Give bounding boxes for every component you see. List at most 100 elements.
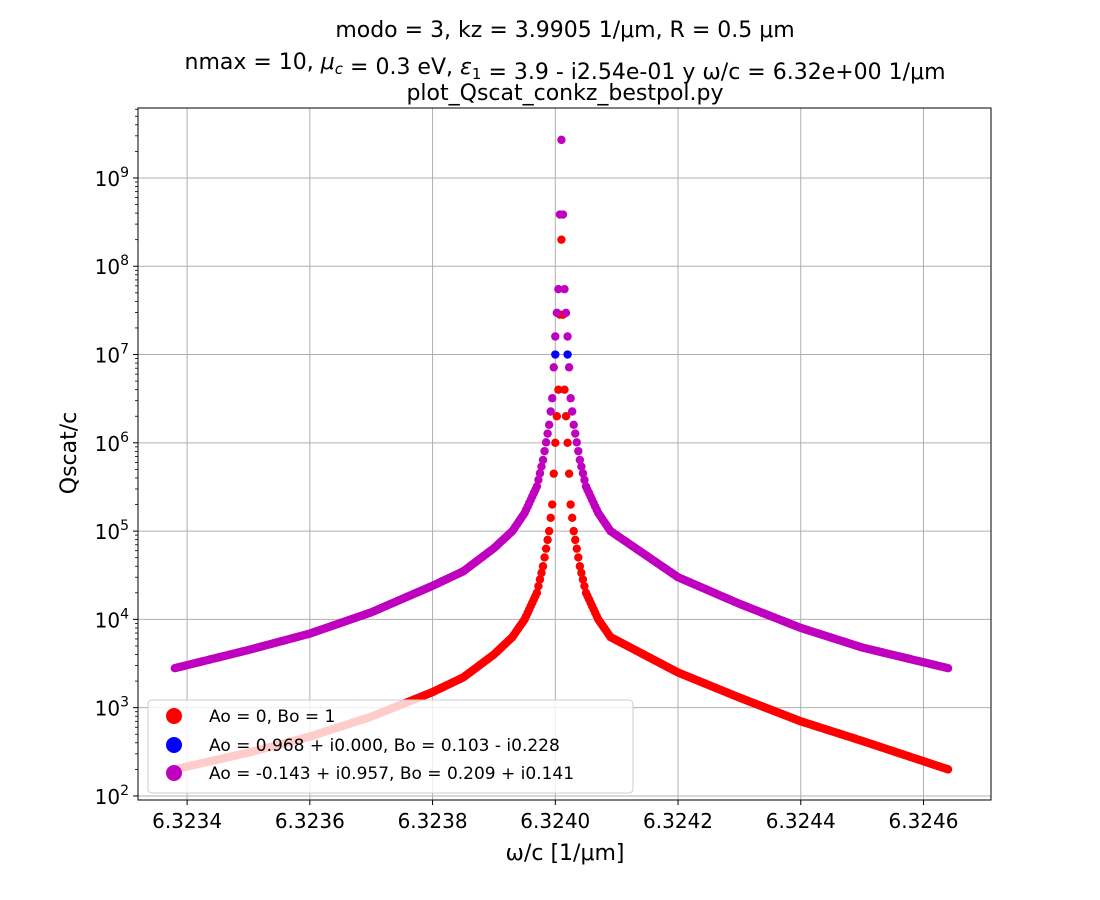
data-point — [535, 469, 545, 478]
data-point — [551, 332, 560, 341]
y-tick-label-exponent: 8 — [120, 253, 129, 269]
series-2 — [551, 350, 572, 359]
data-point — [572, 544, 581, 553]
data-point — [561, 412, 571, 421]
data-point — [549, 469, 558, 478]
y-tick-label: 105 — [95, 518, 129, 544]
data-point — [571, 429, 580, 438]
data-point — [544, 420, 554, 429]
y-tick-label-exponent: 6 — [120, 430, 129, 446]
x-axis-label: ω/c [1/μm] — [506, 841, 625, 866]
data-point — [560, 385, 569, 394]
legend-label-3: Ao = -0.143 + i0.957, Bo = 0.209 + i0.14… — [209, 764, 574, 784]
data-point — [552, 412, 562, 421]
data-point — [943, 765, 953, 774]
plot-frame — [137, 107, 992, 801]
x-axis-ticks: 6.3234 6.3236 6.3238 6.3240 6.3242 6.3244 6.32… — [152, 800, 958, 833]
data-point — [540, 553, 549, 562]
x-tick-label: 6.3242 — [643, 809, 713, 833]
data-point — [567, 513, 577, 523]
data-point — [548, 500, 557, 509]
data-point — [532, 588, 542, 598]
series-3 — [170, 135, 953, 673]
y-tick-label-exponent: 7 — [120, 342, 129, 358]
y-tick-label-base: 10 — [95, 697, 120, 721]
y-tick-label: 107 — [95, 342, 129, 368]
data-point — [546, 513, 555, 523]
y-tick-label-exponent: 5 — [120, 518, 129, 534]
data-point — [574, 446, 583, 456]
y-tick-label-exponent: 2 — [120, 783, 129, 799]
data-point — [543, 429, 552, 438]
y-tick-label-base: 10 — [95, 785, 120, 809]
y-tick-label-exponent: 4 — [120, 606, 129, 622]
data-point — [566, 394, 575, 403]
legend-marker-3 — [166, 765, 182, 781]
data-point — [560, 284, 569, 294]
data-point — [534, 581, 543, 591]
data-point — [554, 284, 563, 294]
data-point — [554, 385, 563, 394]
data-point — [943, 664, 953, 673]
data-point — [563, 438, 572, 448]
y-tick-label: 108 — [95, 253, 129, 279]
data-point — [548, 394, 557, 403]
y-axis-label: Qscat/c — [57, 412, 82, 495]
data-point — [571, 535, 580, 545]
title-line-3: plot_Qscat_conkz_bestpol.py — [406, 81, 723, 106]
x-tick-label: 6.3236 — [275, 809, 345, 833]
data-point — [563, 350, 572, 359]
legend-label-2: Ao = 0.968 + i0.000, Bo = 0.103 - i0.228 — [209, 736, 560, 756]
x-tick-label: 6.3238 — [398, 809, 468, 833]
data-point — [575, 562, 585, 571]
data-point — [551, 350, 560, 359]
data-point — [537, 462, 546, 471]
data-point — [577, 568, 586, 578]
legend-marker-1 — [166, 708, 182, 724]
data-point — [538, 455, 548, 465]
title-line-2: nmax = 10, μc = 0.3 eV, ε1 = 3.9 - i2.54… — [185, 50, 946, 85]
data-point — [558, 210, 568, 219]
data-point — [578, 575, 588, 584]
data-point — [537, 568, 546, 578]
title-line-1: modo = 3, kz = 3.9905 1/μm, R = 0.5 μm — [335, 18, 794, 43]
y-tick-label: 102 — [95, 783, 129, 809]
data-point — [535, 575, 545, 584]
legend-label-1: Ao = 0, Bo = 1 — [209, 707, 335, 727]
data-point — [578, 469, 588, 478]
data-point — [546, 407, 555, 416]
data-point — [569, 526, 578, 536]
legend-box — [147, 699, 634, 794]
x-tick-label: 6.3246 — [889, 809, 959, 833]
data-point — [567, 407, 577, 416]
data-point — [564, 469, 574, 478]
data-point — [541, 438, 551, 447]
legend: Ao = 0, Bo = 1 Ao = 0.968 + i0.000, Bo =… — [147, 699, 634, 794]
y-tick-label-base: 10 — [95, 520, 120, 544]
data-point — [538, 562, 548, 571]
data-point — [544, 526, 554, 536]
y-tick-label: 104 — [95, 606, 129, 632]
data-point — [580, 475, 589, 485]
y-tick-label: 106 — [95, 430, 129, 456]
x-tick-label: 6.3244 — [766, 809, 836, 833]
data-point — [574, 553, 583, 562]
data-point — [564, 363, 574, 372]
data-point — [534, 475, 543, 485]
data-point — [566, 500, 575, 509]
data-point — [569, 420, 578, 429]
data-point — [552, 308, 562, 318]
data-point — [577, 462, 586, 471]
data-point — [572, 438, 581, 447]
y-tick-label-exponent: 3 — [120, 695, 129, 711]
y-tick-label: 103 — [95, 695, 129, 721]
x-tick-label: 6.3240 — [520, 809, 590, 833]
data-point — [563, 332, 572, 341]
data-point — [580, 581, 589, 591]
y-tick-label-exponent: 9 — [120, 165, 129, 181]
data-point — [557, 235, 566, 244]
data-point — [549, 363, 558, 372]
data-point — [541, 544, 551, 553]
